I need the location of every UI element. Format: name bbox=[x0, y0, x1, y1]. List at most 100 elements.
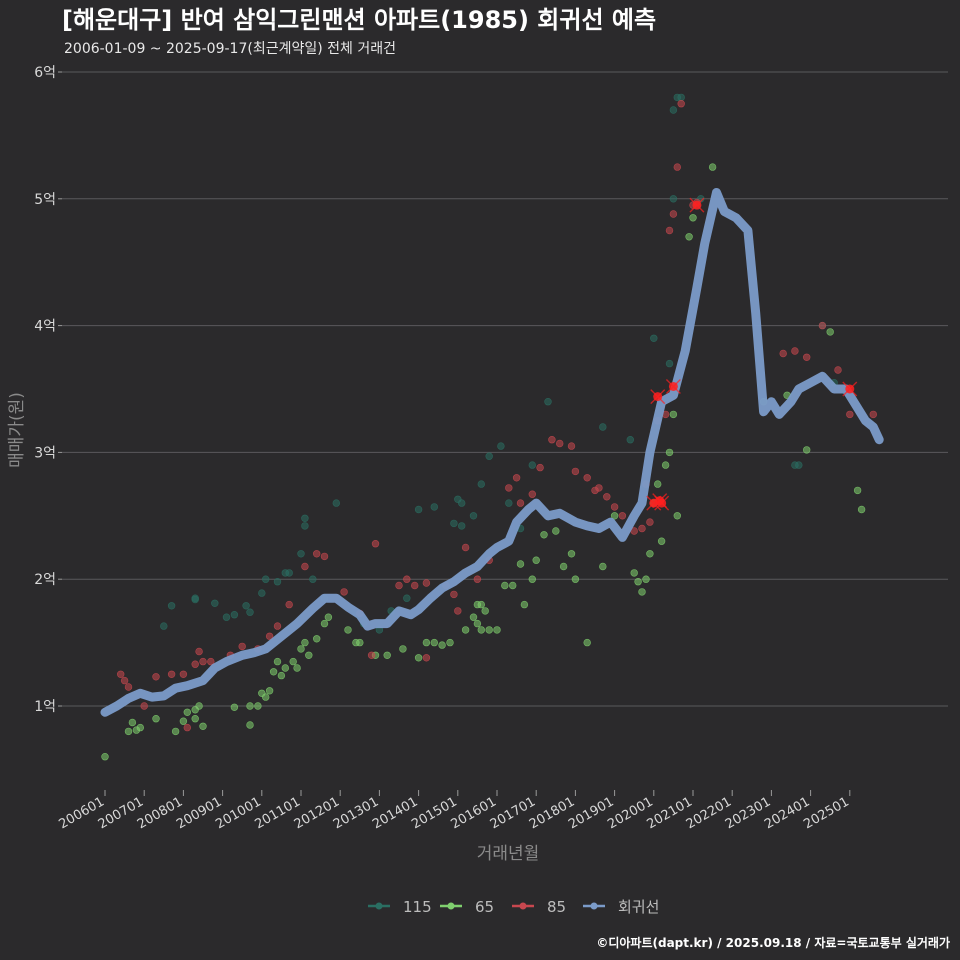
data-point-65 bbox=[857, 505, 866, 514]
highlight-cross bbox=[650, 389, 666, 405]
data-point-65 bbox=[559, 562, 568, 571]
data-point-85 bbox=[665, 226, 674, 235]
data-point-65 bbox=[599, 562, 607, 571]
data-point-85 bbox=[403, 575, 411, 583]
data-point-65 bbox=[477, 600, 485, 609]
data-point-85 bbox=[595, 484, 603, 492]
data-point-65 bbox=[653, 480, 662, 488]
data-point-65 bbox=[708, 163, 717, 171]
data-point-115 bbox=[191, 594, 199, 602]
data-point-85 bbox=[571, 467, 580, 476]
data-point-65 bbox=[430, 638, 438, 647]
highlight-cross bbox=[842, 381, 858, 397]
data-point-115 bbox=[485, 452, 493, 460]
data-point-65 bbox=[630, 569, 638, 577]
data-point-115 bbox=[285, 569, 293, 577]
data-point-115 bbox=[528, 461, 536, 469]
data-point-65 bbox=[305, 651, 313, 659]
data-point-85 bbox=[195, 647, 203, 656]
data-point-65 bbox=[101, 752, 109, 761]
data-point-65 bbox=[689, 214, 697, 222]
data-point-85 bbox=[536, 463, 544, 472]
data-point-115 bbox=[626, 436, 634, 444]
y-tick-label: 3억 bbox=[34, 445, 56, 461]
data-point-65 bbox=[493, 626, 501, 634]
data-point-65 bbox=[281, 664, 289, 672]
data-point-85 bbox=[818, 321, 827, 330]
legend: 115 65 85 회귀선 bbox=[368, 898, 659, 916]
data-point-65 bbox=[520, 600, 529, 609]
data-point-85 bbox=[140, 702, 148, 710]
data-point-65 bbox=[477, 626, 485, 634]
y-axis-label: 매매가(원) bbox=[7, 392, 27, 468]
data-point-65 bbox=[481, 607, 489, 615]
data-point-85 bbox=[779, 349, 787, 358]
data-point-65 bbox=[438, 641, 446, 649]
data-point-115 bbox=[458, 499, 466, 507]
data-point-65 bbox=[673, 512, 681, 520]
data-point-65 bbox=[634, 577, 642, 586]
data-point-85 bbox=[183, 723, 192, 732]
data-point-85 bbox=[673, 163, 681, 171]
data-point-115 bbox=[477, 480, 485, 488]
data-point-85 bbox=[512, 474, 521, 482]
data-point-65 bbox=[199, 722, 207, 730]
data-point-65 bbox=[422, 638, 431, 647]
data-point-115 bbox=[450, 519, 458, 528]
data-point-85 bbox=[791, 347, 799, 355]
data-point-85 bbox=[411, 581, 419, 590]
y-axis-ticks: 1억 2억 3억 4억 5억 6억 bbox=[34, 65, 62, 715]
data-point-65 bbox=[469, 613, 478, 621]
data-point-115 bbox=[458, 522, 466, 530]
data-point-115 bbox=[301, 522, 309, 530]
data-point-65 bbox=[414, 654, 423, 662]
data-point-115 bbox=[301, 514, 309, 522]
data-point-65 bbox=[246, 702, 254, 710]
data-point-85 bbox=[583, 474, 591, 482]
data-point-65 bbox=[179, 717, 188, 725]
data-point-115 bbox=[273, 577, 282, 586]
scatter-points bbox=[101, 93, 877, 761]
data-point-65 bbox=[265, 687, 274, 695]
legend-swatch-dot bbox=[519, 902, 527, 910]
data-point-65 bbox=[516, 560, 525, 568]
data-point-85 bbox=[152, 673, 160, 681]
legend-swatch-dot bbox=[375, 902, 383, 910]
data-point-115 bbox=[505, 499, 513, 507]
data-point-85 bbox=[638, 524, 646, 533]
data-point-85 bbox=[618, 512, 627, 520]
data-point-85 bbox=[677, 99, 685, 108]
highlighted-points bbox=[646, 197, 858, 511]
data-point-85 bbox=[548, 436, 556, 444]
data-point-65 bbox=[124, 727, 133, 736]
data-point-65 bbox=[567, 550, 576, 558]
data-point-65 bbox=[183, 708, 192, 716]
data-point-115 bbox=[677, 93, 685, 102]
data-point-65 bbox=[277, 671, 286, 680]
data-point-65 bbox=[669, 410, 678, 419]
data-point-65 bbox=[583, 638, 591, 647]
data-point-65 bbox=[301, 638, 309, 647]
data-point-65 bbox=[528, 575, 536, 583]
data-point-65 bbox=[254, 702, 262, 710]
data-point-65 bbox=[195, 702, 203, 710]
data-point-65 bbox=[802, 446, 811, 454]
data-point-85 bbox=[646, 518, 654, 526]
data-point-65 bbox=[552, 527, 560, 535]
data-point-115 bbox=[167, 602, 176, 610]
x-axis-label: 거래년월 bbox=[477, 844, 540, 864]
data-point-85 bbox=[422, 654, 431, 662]
data-point-65 bbox=[383, 651, 391, 659]
data-point-115 bbox=[599, 423, 607, 431]
chart-subtitle: 2006-01-09 ~ 2025-09-17(최근계약일) 전체 거래건 bbox=[64, 41, 396, 57]
data-point-85 bbox=[367, 651, 376, 659]
data-point-65 bbox=[665, 448, 674, 457]
data-point-65 bbox=[446, 638, 454, 647]
data-point-65 bbox=[638, 588, 646, 596]
data-point-85 bbox=[199, 657, 207, 666]
legend-label: 85 bbox=[547, 898, 566, 916]
data-point-115 bbox=[665, 359, 674, 368]
data-point-65 bbox=[246, 721, 254, 729]
source-caption: ©디아파트(dapt.kr) / 2025.09.18 / 자료=국토교통부 실… bbox=[596, 935, 950, 950]
data-point-115 bbox=[160, 622, 168, 630]
